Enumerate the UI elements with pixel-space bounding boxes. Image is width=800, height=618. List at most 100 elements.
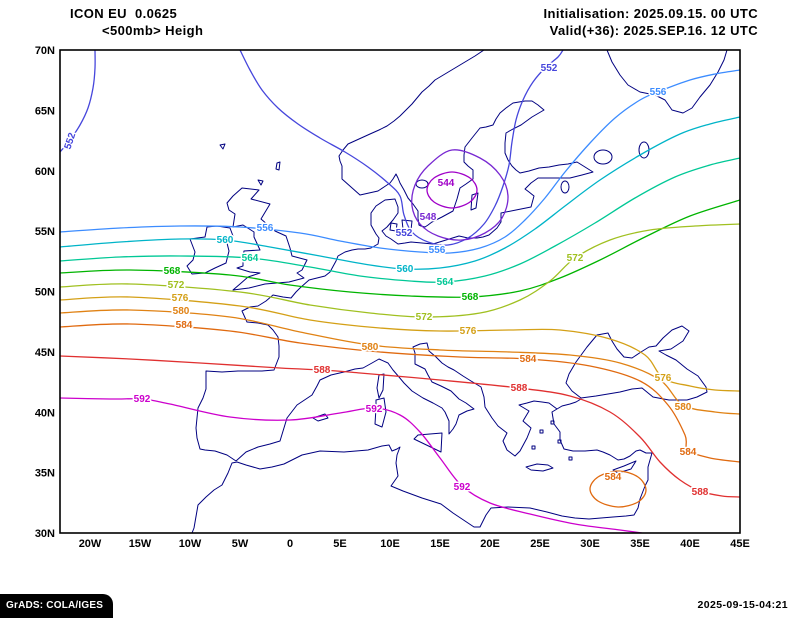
lake-vanern	[415, 179, 429, 189]
coastlines	[186, 50, 728, 533]
lon-label-10E: 10E	[380, 538, 400, 550]
contour-label-556: 556	[429, 245, 446, 256]
island-gotland	[470, 192, 479, 211]
model-title: ICON EU 0.0625	[70, 6, 178, 21]
island-sicily	[413, 432, 443, 453]
contour-584	[60, 323, 740, 463]
lon-label-15E: 15E	[430, 538, 450, 550]
lon-label-25E: 25E	[530, 538, 550, 550]
contour-552	[60, 50, 96, 153]
valid-time: Valid(+36): 2025.SEP.16. 12 UTC	[549, 23, 758, 38]
island-cyprus	[612, 460, 637, 474]
contour-592	[60, 397, 643, 533]
contour-label-584: 584	[680, 447, 697, 458]
lat-label-45N: 45N	[35, 347, 55, 359]
contour-label-568: 568	[164, 266, 181, 277]
contour-label-552: 552	[396, 228, 413, 239]
contour-label-552: 552	[63, 131, 79, 151]
contour-label-556: 556	[257, 223, 274, 234]
lon-label-5E: 5E	[333, 538, 346, 550]
grads-logo: GrADS: COLA/IGES	[0, 594, 114, 618]
contour-labels: 552 552 552 548 544 556 556 556 560 560 564 564 568 5…	[61, 62, 710, 500]
contour-lines	[60, 50, 740, 533]
islands-aegean	[531, 420, 573, 461]
lon-label-30E: 30E	[580, 538, 600, 550]
contour-560	[60, 116, 740, 270]
contour-564	[60, 157, 740, 283]
contour-label-572: 572	[416, 312, 433, 323]
lat-label-70N: 70N	[35, 45, 55, 57]
contour-544	[426, 171, 478, 209]
contour-584	[589, 470, 647, 508]
contour-548	[411, 149, 509, 241]
coast-africa-levant	[191, 398, 653, 533]
lon-label-15W: 15W	[129, 538, 152, 550]
contour-label-576: 576	[655, 373, 672, 384]
lake-ladoga	[593, 149, 613, 165]
contour-label-572: 572	[567, 253, 584, 264]
island-faroe	[219, 143, 226, 150]
lat-label-65N: 65N	[35, 105, 55, 117]
lat-label-60N: 60N	[35, 166, 55, 178]
contour-label-588: 588	[314, 365, 331, 376]
contour-572	[60, 223, 740, 318]
creation-timestamp: 2025-09-15-04:21	[697, 599, 788, 611]
lon-label-10W: 10W	[179, 538, 202, 550]
contour-label-592: 592	[454, 482, 471, 493]
contour-label-592: 592	[134, 394, 151, 405]
contour-576	[60, 296, 740, 392]
lat-label-50N: 50N	[35, 287, 55, 299]
contour-label-564: 564	[242, 253, 259, 264]
coast-britain	[226, 187, 308, 291]
longitude-axis: 20W 15W 10W 5W 0 5E 10E 15E 20E 25E 30E 35E 40E 45E	[79, 538, 750, 550]
lon-label-20W: 20W	[79, 538, 102, 550]
island-corsica	[376, 373, 385, 399]
map-frame	[59, 49, 741, 534]
contour-label-572: 572	[168, 280, 185, 291]
lat-label-40N: 40N	[35, 407, 55, 419]
contour-label-580: 580	[362, 342, 379, 353]
contour-label-588: 588	[511, 383, 528, 394]
lon-label-5W: 5W	[232, 538, 249, 550]
contour-label-580: 580	[173, 306, 190, 317]
contour-552	[239, 50, 564, 246]
coast-black-sea	[565, 325, 708, 401]
contour-580	[60, 309, 740, 415]
contour-label-564: 564	[437, 277, 454, 288]
contour-label-552: 552	[541, 63, 558, 74]
contour-label-584: 584	[176, 320, 193, 331]
lon-label-35E: 35E	[630, 538, 650, 550]
latitude-axis: 70N 65N 60N 55N 50N 45N 40N 35N 30N	[35, 45, 55, 540]
lon-label-0: 0	[287, 538, 293, 550]
lon-label-40E: 40E	[680, 538, 700, 550]
island-orkney	[257, 179, 264, 186]
contour-556	[60, 69, 740, 254]
coast-ireland	[186, 225, 234, 275]
contour-588	[60, 355, 740, 498]
contour-label-556: 556	[650, 87, 667, 98]
lat-label-35N: 35N	[35, 468, 55, 480]
coast-kola-whitesea	[606, 50, 728, 114]
island-crete	[525, 463, 554, 472]
contour-label-560: 560	[397, 264, 414, 275]
contour-label-584: 584	[605, 472, 622, 483]
contour-label-568: 568	[462, 292, 479, 303]
contour-label-592: 592	[366, 404, 383, 415]
init-time: Initialisation: 2025.09.15. 00 UTC	[543, 6, 758, 21]
contour-label-576: 576	[460, 326, 477, 337]
contour-label-588: 588	[692, 487, 709, 498]
contour-label-548: 548	[420, 212, 437, 223]
lat-label-30N: 30N	[35, 528, 55, 540]
coast-europe-med	[235, 342, 558, 462]
contour-label-580: 580	[675, 402, 692, 413]
lat-label-55N: 55N	[35, 226, 55, 238]
contour-label-584: 584	[520, 354, 537, 365]
island-mallorca	[312, 413, 329, 422]
lon-label-45E: 45E	[730, 538, 750, 550]
island-shetland	[275, 161, 281, 171]
lake-peipus	[560, 180, 570, 194]
contour-label-576: 576	[172, 293, 189, 304]
lon-label-20E: 20E	[480, 538, 500, 550]
